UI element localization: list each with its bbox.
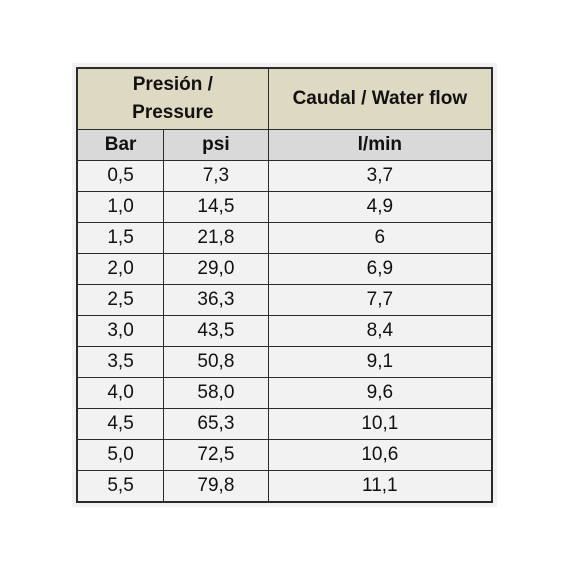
- data-cell: 2,0: [76, 253, 165, 285]
- table-body: Presión / Pressure Caudal / Water flow B…: [76, 67, 493, 503]
- data-cell: 4,9: [267, 191, 493, 223]
- data-row: 3,0 43,5 8,4: [76, 315, 493, 347]
- data-cell: 9,1: [267, 346, 493, 378]
- data-cell: 21,8: [163, 222, 269, 254]
- data-cell: 7,7: [267, 284, 493, 316]
- data-cell: 65,3: [163, 408, 269, 440]
- data-cell: 1,5: [76, 222, 165, 254]
- data-cell: 7,3: [163, 160, 269, 192]
- data-cell: 8,4: [267, 315, 493, 347]
- unit-cell: Bar: [76, 129, 165, 161]
- data-cell: 29,0: [163, 253, 269, 285]
- data-cell: 9,6: [267, 377, 493, 409]
- data-cell: 0,5: [76, 160, 165, 192]
- data-cell: 36,3: [163, 284, 269, 316]
- data-cell: 11,1: [267, 470, 493, 503]
- data-table: Presión / Pressure Caudal / Water flow B…: [76, 67, 493, 503]
- data-cell: 5,5: [76, 470, 165, 503]
- data-row: 2,5 36,3 7,7: [76, 284, 493, 316]
- data-cell: 43,5: [163, 315, 269, 347]
- data-cell: 4,5: [76, 408, 165, 440]
- data-cell: 3,0: [76, 315, 165, 347]
- data-cell: 1,0: [76, 191, 165, 223]
- data-cell: 10,6: [267, 439, 493, 471]
- data-row: 4,0 58,0 9,6: [76, 377, 493, 409]
- data-row: 0,5 7,3 3,7: [76, 160, 493, 192]
- data-cell: 3,7: [267, 160, 493, 192]
- header-cell: Caudal / Water flow: [267, 67, 493, 130]
- units-row: Bar psi l/min: [76, 129, 493, 161]
- data-row: 4,5 65,3 10,1: [76, 408, 493, 440]
- unit-cell: psi: [163, 129, 269, 161]
- data-row: 1,5 21,8 6: [76, 222, 493, 254]
- data-row: 5,0 72,5 10,6: [76, 439, 493, 471]
- data-cell: 14,5: [163, 191, 269, 223]
- header-cell: Presión / Pressure: [76, 67, 269, 130]
- data-cell: 6: [267, 222, 493, 254]
- data-cell: 79,8: [163, 470, 269, 503]
- data-cell: 4,0: [76, 377, 165, 409]
- data-cell: 72,5: [163, 439, 269, 471]
- data-cell: 10,1: [267, 408, 493, 440]
- data-cell: 58,0: [163, 377, 269, 409]
- data-row: 5,5 79,8 11,1: [76, 470, 493, 503]
- data-cell: 3,5: [76, 346, 165, 378]
- data-cell: 6,9: [267, 253, 493, 285]
- unit-cell: l/min: [267, 129, 493, 161]
- data-row: 2,0 29,0 6,9: [76, 253, 493, 285]
- data-row: 3,5 50,8 9,1: [76, 346, 493, 378]
- data-cell: 2,5: [76, 284, 165, 316]
- header-text: Presión / Pressure: [132, 74, 214, 123]
- header-row: Presión / Pressure Caudal / Water flow: [76, 67, 493, 130]
- data-cell: 5,0: [76, 439, 165, 471]
- data-row: 1,0 14,5 4,9: [76, 191, 493, 223]
- data-cell: 50,8: [163, 346, 269, 378]
